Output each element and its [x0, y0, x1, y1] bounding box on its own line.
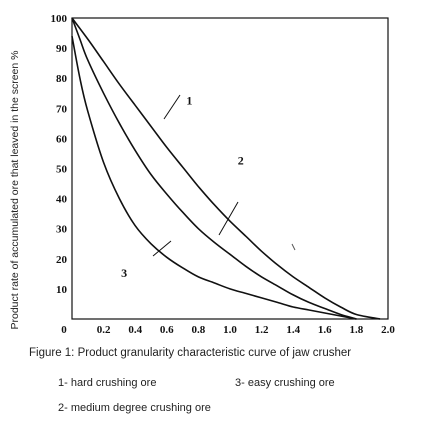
curve-label-1: 1 — [186, 93, 192, 107]
x-tick-label: 1.8 — [350, 324, 364, 336]
legend-item-1: 1- hard crushing ore — [58, 377, 157, 389]
y-tick-label: 30 — [56, 224, 68, 236]
series-line-3 — [71, 35, 357, 320]
y-axis-label: Product rate of accumulated ore that lea… — [9, 51, 21, 330]
stray-mark — [291, 243, 296, 251]
granularity-chart: 10 20 30 40 50 60 70 80 90 100 0 0.2 0.4 0.6 0.8 1.0 1.… — [9, 13, 395, 336]
y-tick-label: 90 — [56, 43, 68, 55]
x-tick-label: 0.6 — [160, 324, 174, 336]
series-line-2 — [71, 17, 357, 320]
curve-label-3-leader — [152, 240, 172, 257]
y-tick-label: 70 — [56, 103, 68, 115]
legend-item-2: 2- medium degree crushing ore — [58, 402, 211, 414]
y-tick-label: 20 — [56, 254, 68, 266]
y-tick-label: 100 — [51, 13, 68, 25]
x-tick-label: 0.8 — [192, 324, 206, 336]
x-tick-label: 0 — [61, 324, 67, 336]
x-tick-label: 1.6 — [318, 324, 332, 336]
y-tick-label: 40 — [56, 194, 68, 206]
x-tick-label: 1.2 — [255, 324, 269, 336]
y-tick-label: 50 — [56, 164, 68, 176]
y-tick-label: 60 — [56, 133, 68, 145]
y-tick-label: 10 — [56, 284, 68, 296]
x-tick-label: 2.0 — [381, 324, 395, 336]
curve-label-2: 2 — [238, 154, 244, 168]
y-tick-label: 80 — [56, 73, 68, 85]
series-line-1 — [71, 17, 381, 320]
curve-label-2-leader — [218, 201, 239, 236]
x-tick-label: 1.0 — [223, 324, 237, 336]
x-tick-label: 0.4 — [128, 324, 142, 336]
curve-label-3: 3 — [121, 266, 127, 280]
curve-label-1-leader — [163, 94, 181, 120]
plot-frame — [71, 17, 389, 320]
figure-caption: Figure 1: Product granularity characteri… — [29, 347, 352, 359]
x-tick-label: 0.2 — [97, 324, 111, 336]
x-tick-label: 1.4 — [286, 324, 300, 336]
legend-item-3: 3- easy crushing ore — [235, 377, 335, 389]
